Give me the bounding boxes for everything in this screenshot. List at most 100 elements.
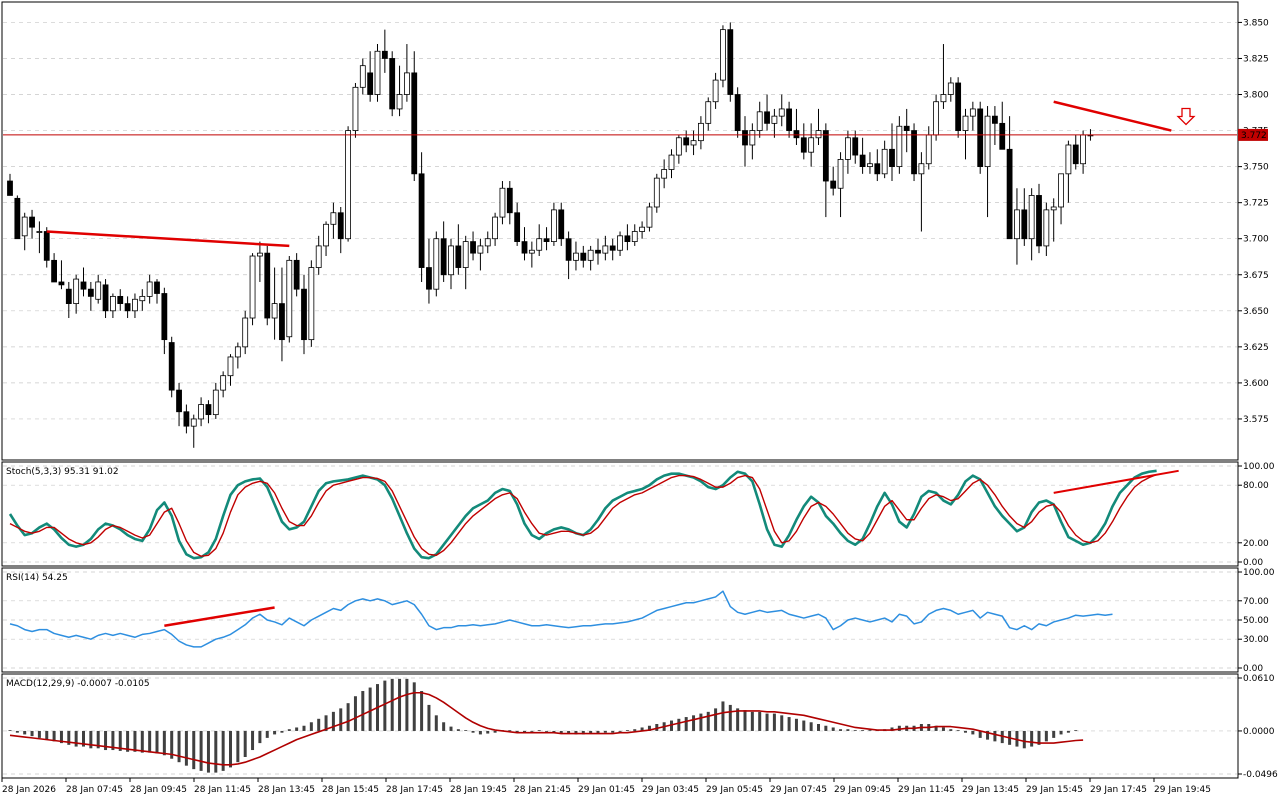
candle-body (734, 94, 741, 131)
candle-body (176, 389, 182, 413)
candle-body (168, 342, 175, 391)
candle-body (345, 130, 352, 240)
candle-body (477, 245, 484, 254)
rsi-grid (3, 571, 1237, 669)
candle-body (911, 130, 917, 175)
price-overlays: 3.772 (3, 100, 1268, 248)
candle-body (573, 252, 579, 261)
candle-body (1036, 195, 1042, 247)
candle-body (999, 122, 1006, 150)
time-x-axis: 28 Jan 2026 28 Jan 07:45 28 Jan 09:45 28 Ja… (1, 778, 1211, 795)
stoch-tick-label: 20.00 (1243, 539, 1269, 549)
candle-body (712, 79, 719, 103)
candle-body (947, 82, 954, 95)
candle-body (815, 130, 822, 139)
macd-panel-frame (1, 673, 1239, 779)
candle-body (359, 65, 366, 88)
price-tick-label: 3.750 (1243, 163, 1269, 173)
candle-body (661, 169, 668, 179)
stoch-panel-title: Stoch(5,3,3) 95.31 91.02 (6, 467, 119, 477)
candle-body (161, 293, 168, 341)
candle-body (845, 137, 851, 160)
candle-body (440, 238, 447, 276)
candle-body (653, 177, 660, 208)
candle-body (212, 389, 219, 416)
candle-body (808, 137, 815, 153)
candle-body (315, 245, 322, 268)
candle-body (286, 259, 293, 338)
price-tick-label: 3.800 (1243, 91, 1269, 101)
candle-body (51, 259, 57, 283)
candlestick-series (7, 22, 1094, 448)
candle-body (955, 82, 962, 131)
candle-body (499, 187, 506, 218)
time-tick-label: 29 Jan 07:45 (770, 785, 827, 795)
candle-body (580, 252, 587, 261)
candle-body (73, 278, 80, 304)
stoch-lines (8, 469, 1179, 560)
candle-body (536, 238, 543, 251)
time-tick-label: 29 Jan 09:45 (834, 785, 891, 795)
price-tick-label: 3.625 (1243, 343, 1269, 353)
candle-body (778, 108, 785, 117)
candle-body (418, 173, 425, 268)
candle-body (1058, 173, 1064, 208)
price-tick-label: 3.700 (1243, 235, 1269, 245)
candle-body (705, 101, 712, 124)
candle-body (389, 58, 396, 110)
candle-body (411, 72, 418, 175)
candle-body (455, 245, 462, 268)
candle-body (403, 72, 410, 95)
macd-tick-label: 0.0000 (1243, 727, 1275, 737)
candle-body (271, 303, 278, 319)
price-grid (3, 22, 1237, 420)
time-tick-label: 28 Jan 17:45 (386, 785, 443, 795)
candle-body (308, 267, 315, 341)
candle-body (330, 212, 337, 225)
candle-body (117, 295, 124, 304)
time-tick-label: 29 Jan 17:45 (1090, 785, 1147, 795)
candle-body (969, 108, 976, 117)
time-tick-label: 28 Jan 11:45 (194, 785, 251, 795)
macd-histogram (8, 678, 1078, 773)
candle-body (227, 356, 234, 377)
candle-body (793, 130, 800, 139)
candle-body (587, 249, 594, 261)
time-tick-label: 28 Jan 15:45 (322, 785, 379, 795)
rsi-panel-title: RSI(14) 54.25 (6, 573, 68, 583)
time-tick-label: 28 Jan 13:45 (258, 785, 315, 795)
candle-body (1043, 209, 1050, 247)
candle-body (58, 281, 65, 286)
candle-body (859, 154, 866, 168)
candle-body (1021, 209, 1028, 240)
candle-body (720, 29, 726, 81)
candle-body (565, 238, 572, 261)
time-tick-label: 29 Jan 13:45 (962, 785, 1019, 795)
rsi-tick-label: 70.00 (1243, 597, 1269, 607)
candle-body (352, 86, 359, 131)
candle-body (65, 288, 72, 304)
candle-body (470, 241, 476, 254)
candle-body (279, 303, 285, 341)
candle-body (190, 418, 197, 427)
candle-body (602, 245, 609, 254)
time-tick-label: 28 Jan 07:45 (66, 785, 123, 795)
price-tick-label: 3.575 (1243, 415, 1269, 425)
rsi-tick-label: 50.00 (1243, 616, 1269, 626)
rsi-tick-label: 30.00 (1243, 635, 1269, 645)
candle-body (492, 216, 499, 240)
candle-body (337, 212, 344, 240)
candle-body (874, 163, 881, 175)
macd-y-axis: 0.0610 0.0000 -0.0496 (1238, 674, 1278, 780)
price-tick-label: 3.650 (1243, 307, 1269, 317)
candle-body (756, 111, 763, 131)
rsi-lines (9, 590, 1113, 648)
time-tick-label: 29 Jan 03:45 (642, 785, 699, 795)
price-trendline (1053, 100, 1172, 132)
price-panel-frame (1, 1, 1239, 461)
candle-body (323, 223, 329, 247)
candle-body (1014, 209, 1020, 240)
candle-body (940, 94, 947, 103)
